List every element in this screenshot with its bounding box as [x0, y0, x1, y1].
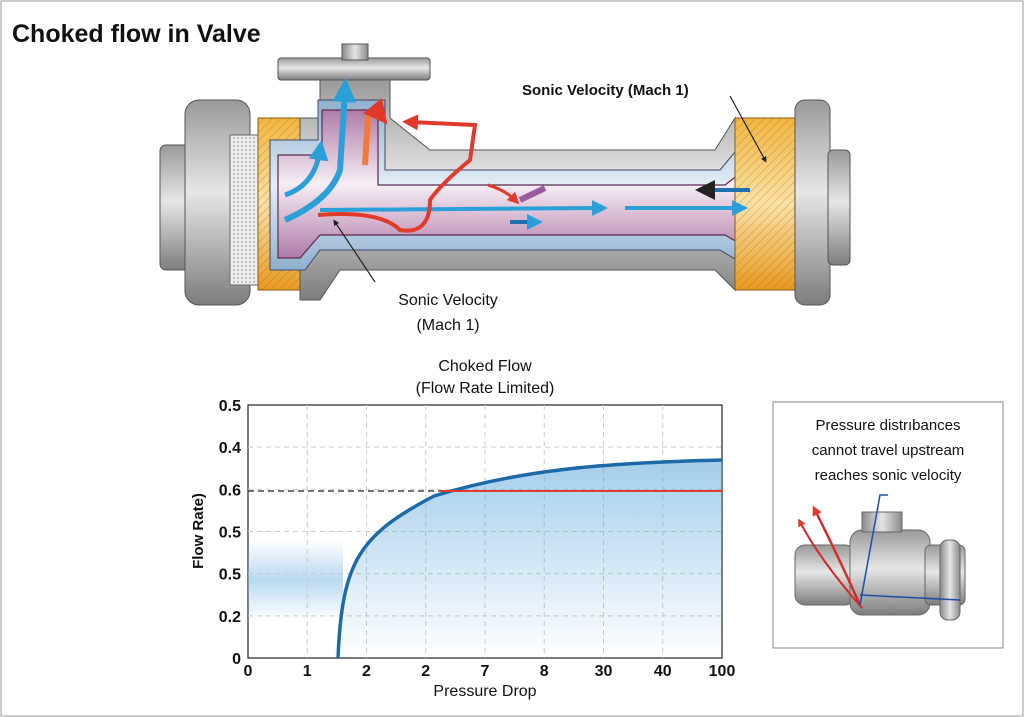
shape	[487, 183, 520, 205]
shape	[735, 118, 800, 290]
shape	[317, 114, 478, 233]
inset-valve	[849, 529, 931, 616]
title: Choked flow in Valve	[12, 20, 261, 48]
y-tick-label: 0.5	[219, 398, 241, 415]
shape	[284, 140, 329, 198]
plot: Choked Flow (Flow Rate Limited) 0 1 2 2 7 8 30…	[190, 358, 735, 700]
plot-title: Choked Flow	[438, 358, 532, 375]
x-tick-label: 40	[654, 663, 672, 680]
inset-valve	[861, 511, 903, 533]
inset-text: reaches sonic velocity	[815, 467, 962, 484]
inset: Pressure distrıbances cannot travel upst…	[772, 401, 1004, 649]
shape	[230, 135, 260, 285]
inset-valve	[939, 539, 961, 621]
inset-text: Pressure distrıbances	[815, 417, 960, 434]
y-tick-label: 0.5	[219, 525, 241, 542]
inset-text: cannot travel upstream	[812, 442, 965, 459]
x-tick-label: 0	[244, 663, 253, 680]
inset-line	[859, 594, 961, 601]
inset-arrow	[798, 518, 863, 609]
y-tick-label: 0.6	[219, 482, 241, 499]
y-tick-label: 0	[232, 651, 241, 668]
x-tick-label: 2	[362, 663, 371, 680]
shape	[319, 200, 608, 217]
x-axis-label: Pressure Drop	[433, 683, 536, 700]
ticks: 0 1 2 2 7 8 30 40 100 0.5 0.4 0.6 0.5 0.5 0.2 0	[219, 398, 736, 680]
shape	[729, 95, 767, 163]
x-tick-label: 100	[709, 663, 736, 680]
y-tick-label: 0.4	[219, 440, 241, 457]
valve-illustration	[159, 43, 851, 306]
x-tick-label: 8	[540, 663, 549, 680]
x-tick-label: 2	[421, 663, 430, 680]
area	[338, 460, 722, 658]
shade	[248, 540, 343, 620]
shape	[341, 43, 369, 61]
inset-line	[859, 494, 888, 606]
shape	[518, 185, 547, 203]
x-tick-label: 30	[595, 663, 613, 680]
label: Sonic Velocity	[398, 292, 498, 309]
shape	[333, 219, 376, 283]
shape	[362, 98, 388, 166]
shape	[283, 78, 357, 223]
label: (Mach 1)	[416, 317, 479, 334]
x-tick-label: 7	[481, 663, 490, 680]
x-tick-label: 1	[303, 663, 312, 680]
inset-arrow	[812, 505, 862, 606]
shape	[794, 99, 831, 306]
shape	[827, 149, 851, 266]
y-tick-label: 0.5	[219, 567, 241, 584]
shape	[277, 57, 431, 81]
y-axis-label: Flow Rate)	[190, 493, 207, 569]
plot-title: (Flow Rate Limited)	[416, 380, 555, 397]
curve	[336, 458, 723, 659]
label: Sonic Velocity (Mach 1)	[522, 82, 689, 99]
y-tick-label: 0.2	[219, 609, 241, 626]
